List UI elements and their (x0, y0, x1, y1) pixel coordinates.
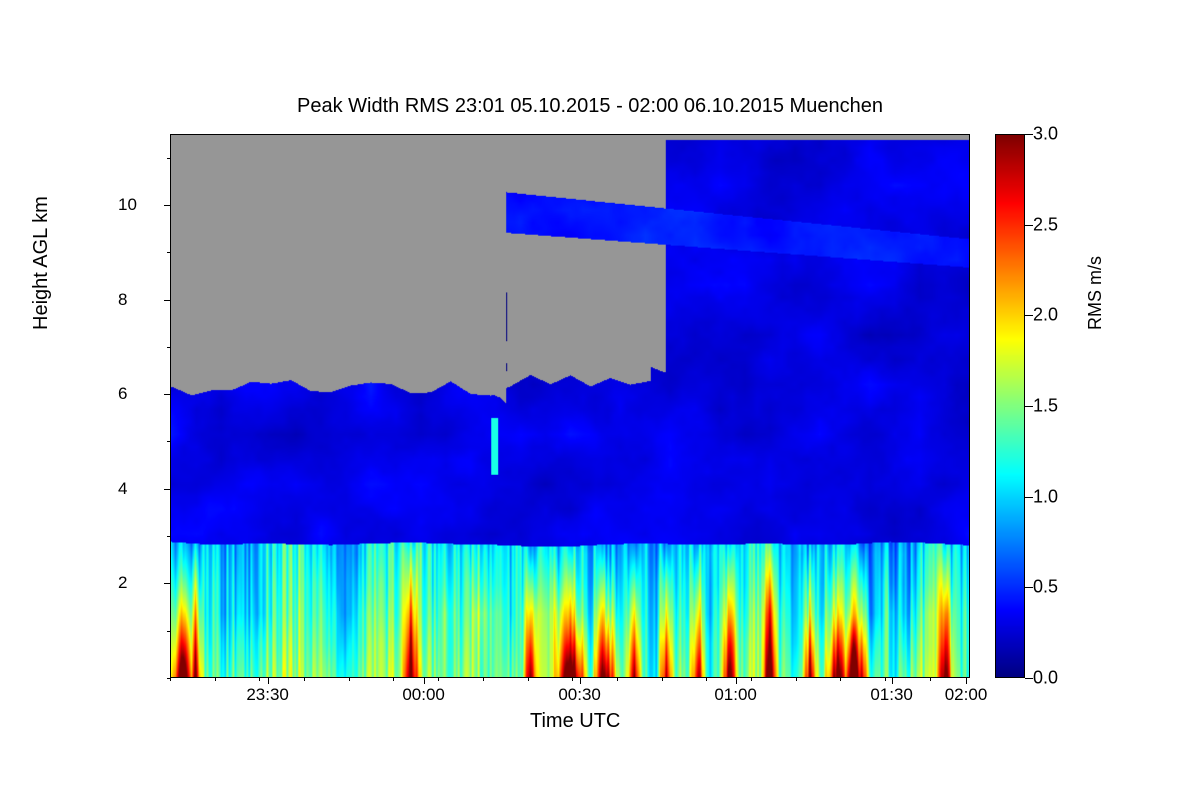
x-minor-tick (796, 678, 797, 681)
y-minor-tick (167, 631, 170, 632)
heatmap-canvas (170, 134, 970, 678)
colorbar-tick-label-0: 0.0 (1033, 668, 1058, 689)
x-minor-tick (751, 678, 752, 681)
x-minor-tick (170, 678, 171, 681)
colorbar-tick-mark-1 (1025, 497, 1033, 498)
y-minor-tick (167, 536, 170, 537)
colorbar-tick-mark-3 (1025, 134, 1033, 135)
x-minor-tick (438, 678, 439, 681)
x-tick-mark-0130 (892, 678, 893, 684)
y-tick-label-4: 4 (118, 479, 127, 499)
y-minor-tick (167, 252, 170, 253)
colorbar-tick-label-2.5: 2.5 (1033, 214, 1058, 235)
y-tick-mark-6 (164, 394, 170, 395)
x-tick-mark-0100 (736, 678, 737, 684)
colorbar-tick-label-1: 1.0 (1033, 486, 1058, 507)
x-minor-tick (259, 678, 260, 681)
x-minor-tick (304, 678, 305, 681)
x-tick-label-0100: 01:00 (714, 685, 757, 705)
y-tick-label-10: 10 (118, 195, 137, 215)
x-tick-mark-0000 (424, 678, 425, 684)
y-tick-label-2: 2 (118, 573, 127, 593)
colorbar-tick-label-0.5: 0.5 (1033, 577, 1058, 598)
x-tick-label-0130: 01:30 (870, 685, 913, 705)
x-tick-mark-2330 (268, 678, 269, 684)
x-minor-tick (215, 678, 216, 681)
x-minor-tick (617, 678, 618, 681)
x-tick-mark-0030 (580, 678, 581, 684)
y-tick-mark-2 (164, 583, 170, 584)
y-tick-mark-8 (164, 300, 170, 301)
colorbar-tick-mark-2 (1025, 315, 1033, 316)
y-tick-mark-10 (164, 205, 170, 206)
x-minor-tick (662, 678, 663, 681)
x-tick-label-2330: 23:30 (246, 685, 289, 705)
y-axis-label: Height AGL km (30, 196, 53, 330)
x-minor-tick (483, 678, 484, 681)
x-tick-mark-0200 (966, 678, 967, 684)
colorbar-tick-label-3: 3.0 (1033, 124, 1058, 145)
x-axis-label: Time UTC (530, 710, 620, 733)
y-tick-label-6: 6 (118, 384, 127, 404)
x-minor-tick (572, 678, 573, 681)
colorbar-tick-label-2: 2.0 (1033, 305, 1058, 326)
y-tick-label-8: 8 (118, 290, 127, 310)
colorbar-tick-mark-0 (1025, 678, 1033, 679)
x-minor-tick (528, 678, 529, 681)
colorbar-tick-mark-1.5 (1025, 406, 1033, 407)
y-minor-tick (167, 441, 170, 442)
x-minor-tick (840, 678, 841, 681)
y-tick-mark-4 (164, 489, 170, 490)
x-minor-tick (885, 678, 886, 681)
colorbar-tick-mark-2.5 (1025, 225, 1033, 226)
colorbar-axis-label: RMS m/s (1085, 256, 1106, 330)
x-minor-tick (349, 678, 350, 681)
y-minor-tick (167, 347, 170, 348)
x-minor-tick (393, 678, 394, 681)
colorbar-tick-label-1.5: 1.5 (1033, 396, 1058, 417)
x-tick-label-0030: 00:30 (558, 685, 601, 705)
colorbar-canvas (995, 134, 1025, 678)
colorbar-tick-mark-0.5 (1025, 587, 1033, 588)
y-minor-tick (167, 678, 170, 679)
x-tick-label-0200: 02:00 (945, 685, 988, 705)
y-minor-tick (167, 158, 170, 159)
chart-title: Peak Width RMS 23:01 05.10.2015 - 02:00 … (297, 95, 883, 118)
x-minor-tick (930, 678, 931, 681)
x-minor-tick (706, 678, 707, 681)
x-tick-label-0000: 00:00 (402, 685, 445, 705)
